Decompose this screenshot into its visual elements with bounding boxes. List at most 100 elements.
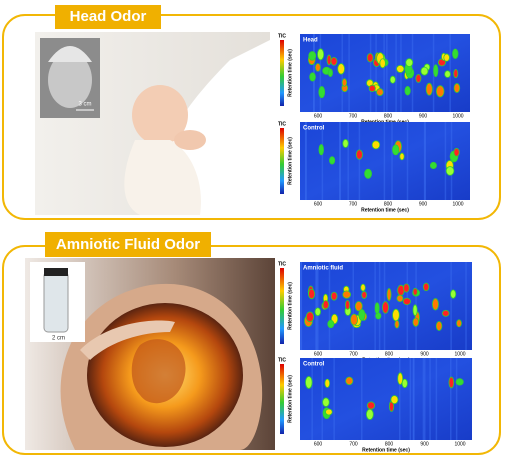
streak: [429, 358, 431, 440]
peak: [386, 288, 392, 301]
panel-border: [2, 14, 501, 220]
peak: [435, 321, 443, 331]
streak: [424, 122, 427, 200]
peak: [305, 311, 315, 323]
peak: [412, 304, 418, 316]
peak: [425, 82, 433, 96]
peak: [432, 298, 439, 311]
y-axis-label: Retention time (sec): [287, 137, 293, 185]
plot-title: Head: [303, 38, 318, 44]
streak: [465, 262, 467, 350]
peak: [364, 168, 372, 179]
streak: [424, 358, 426, 440]
peak: [345, 376, 354, 386]
colorbar-label: TIC: [278, 33, 286, 39]
colorbar: [280, 364, 284, 434]
colorbar: [280, 40, 284, 106]
peak: [361, 291, 368, 299]
x-tick-label: 700: [349, 441, 358, 447]
streak: [319, 34, 322, 112]
scale-label: 2 cm: [52, 336, 65, 342]
x-tick-label: 800: [384, 113, 393, 119]
colorbar-label: TIC: [278, 261, 286, 267]
peak: [415, 73, 422, 83]
x-axis-label: Retention time (sec): [362, 447, 410, 453]
peak: [330, 291, 338, 301]
x-tick-label: 1000: [454, 351, 465, 357]
peak: [355, 149, 363, 160]
x-tick-label: 1000: [452, 113, 463, 119]
streak: [395, 34, 397, 112]
womb-photo: 2 cm: [25, 258, 275, 450]
peak: [322, 397, 330, 407]
label-box: [55, 5, 161, 29]
peak: [405, 58, 414, 67]
peak: [382, 301, 389, 314]
x-tick-label: 800: [385, 441, 394, 447]
streak: [398, 358, 401, 440]
plot-title: Control: [303, 126, 325, 132]
colorbar-label: TIC: [278, 357, 286, 363]
peak: [404, 86, 411, 96]
x-tick-label: 600: [314, 201, 323, 207]
x-axis-label: Retention time (sec): [361, 207, 409, 213]
peak: [344, 299, 351, 310]
peak: [379, 58, 386, 69]
label-box: [45, 232, 211, 257]
peak: [374, 302, 380, 314]
peak: [390, 395, 399, 405]
peak: [315, 63, 321, 72]
x-tick-label: 900: [420, 441, 429, 447]
streak: [400, 34, 402, 112]
peak: [318, 86, 326, 99]
peak: [412, 317, 420, 327]
y-axis-label: Retention time (sec): [287, 375, 293, 423]
peak: [341, 78, 348, 87]
streak: [321, 358, 323, 440]
peak: [305, 376, 313, 389]
peak: [317, 48, 325, 61]
colorbar: [280, 128, 284, 194]
streak: [450, 262, 452, 350]
peak: [330, 56, 338, 66]
peak: [342, 139, 349, 148]
streak: [449, 358, 452, 440]
scale-label: 3 cm: [78, 102, 91, 108]
peak: [453, 83, 461, 93]
peak: [429, 161, 437, 170]
peak: [318, 144, 324, 156]
peak: [308, 51, 317, 61]
peak: [402, 297, 411, 306]
streak: [316, 262, 318, 350]
peak: [342, 290, 351, 299]
x-tick-label: 700: [349, 351, 358, 357]
peak: [448, 376, 455, 389]
peak: [389, 75, 396, 84]
peak: [420, 66, 429, 76]
streak: [391, 122, 393, 200]
panel-label: Head Odor: [70, 8, 147, 25]
peak: [350, 313, 358, 326]
x-tick-label: 600: [314, 351, 323, 357]
peak: [376, 88, 384, 96]
panel-label: Amniotic Fluid Odor: [56, 236, 200, 253]
peak: [329, 156, 336, 165]
streak: [386, 34, 388, 112]
peak: [399, 152, 405, 161]
peak: [327, 319, 335, 329]
x-tick-label: 1000: [454, 441, 465, 447]
peak: [392, 308, 400, 322]
x-tick-label: 800: [384, 201, 393, 207]
peak: [412, 287, 418, 296]
streak: [300, 262, 303, 350]
peak: [444, 70, 451, 78]
streak: [455, 358, 458, 440]
streak: [361, 358, 363, 440]
peak: [394, 319, 400, 329]
peak: [435, 85, 445, 98]
peak: [314, 307, 321, 317]
streak: [406, 122, 409, 200]
peak: [366, 408, 374, 420]
peak: [456, 319, 462, 328]
